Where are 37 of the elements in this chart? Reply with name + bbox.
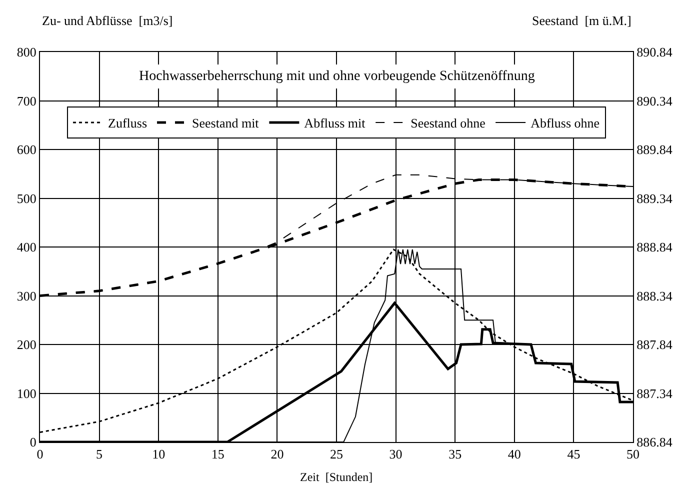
- y-tick-label: 400: [16, 240, 36, 255]
- legend-label: Abfluss mit: [304, 116, 366, 131]
- y-axis-title: Zu- und Abflüsse [m3/s]: [42, 13, 173, 28]
- x-tick-label: 50: [626, 446, 640, 462]
- x-tick-label: 45: [567, 446, 580, 462]
- y2-tick-label: 889.84: [636, 142, 673, 158]
- y2-tick-label: 890.34: [636, 93, 673, 108]
- legend-label: Seestand mit: [192, 116, 260, 131]
- y-tick-label: 0: [30, 434, 36, 450]
- x-tick-label: 40: [508, 446, 521, 462]
- y-tick-label: 300: [16, 288, 36, 304]
- y2-tick-label: 887.34: [636, 386, 673, 401]
- x-tick-label: 20: [270, 446, 284, 462]
- y-tick-label: 700: [16, 93, 36, 108]
- y2-tick-label: 888.84: [636, 240, 673, 255]
- x-tick-label: 35: [448, 446, 462, 462]
- legend-label: Zufluss: [108, 116, 147, 131]
- x-tick-label: 25: [330, 446, 343, 462]
- y2-tick-label: 889.34: [636, 190, 673, 206]
- x-tick-label: 30: [389, 446, 402, 462]
- y-tick-label: 500: [16, 190, 36, 206]
- x-tick-label: 5: [96, 446, 103, 462]
- y-tick-label: 800: [16, 44, 36, 60]
- x-axis-title: Zeit [Stunden]: [300, 470, 373, 484]
- y-tick-label: 100: [16, 386, 36, 401]
- legend-label: Abfluss ohne: [530, 116, 600, 131]
- x-tick-label: 10: [152, 446, 166, 462]
- y2-tick-label: 888.34: [636, 288, 673, 304]
- y2-tick-label: 887.84: [636, 337, 673, 352]
- y-tick-label: 600: [16, 142, 36, 158]
- x-tick-label: 15: [211, 446, 224, 462]
- y-tick-label: 200: [16, 337, 36, 352]
- y2-tick-label: 886.84: [636, 434, 673, 450]
- y2-tick-label: 890.84: [636, 44, 673, 60]
- text: Hochwasserbeherrschung mit und ohne vorbeugende Schützenöffnung: [139, 69, 535, 84]
- y2-axis-title: Seestand [m ü.M.]: [532, 13, 632, 28]
- legend-label: Seestand ohne: [410, 116, 486, 131]
